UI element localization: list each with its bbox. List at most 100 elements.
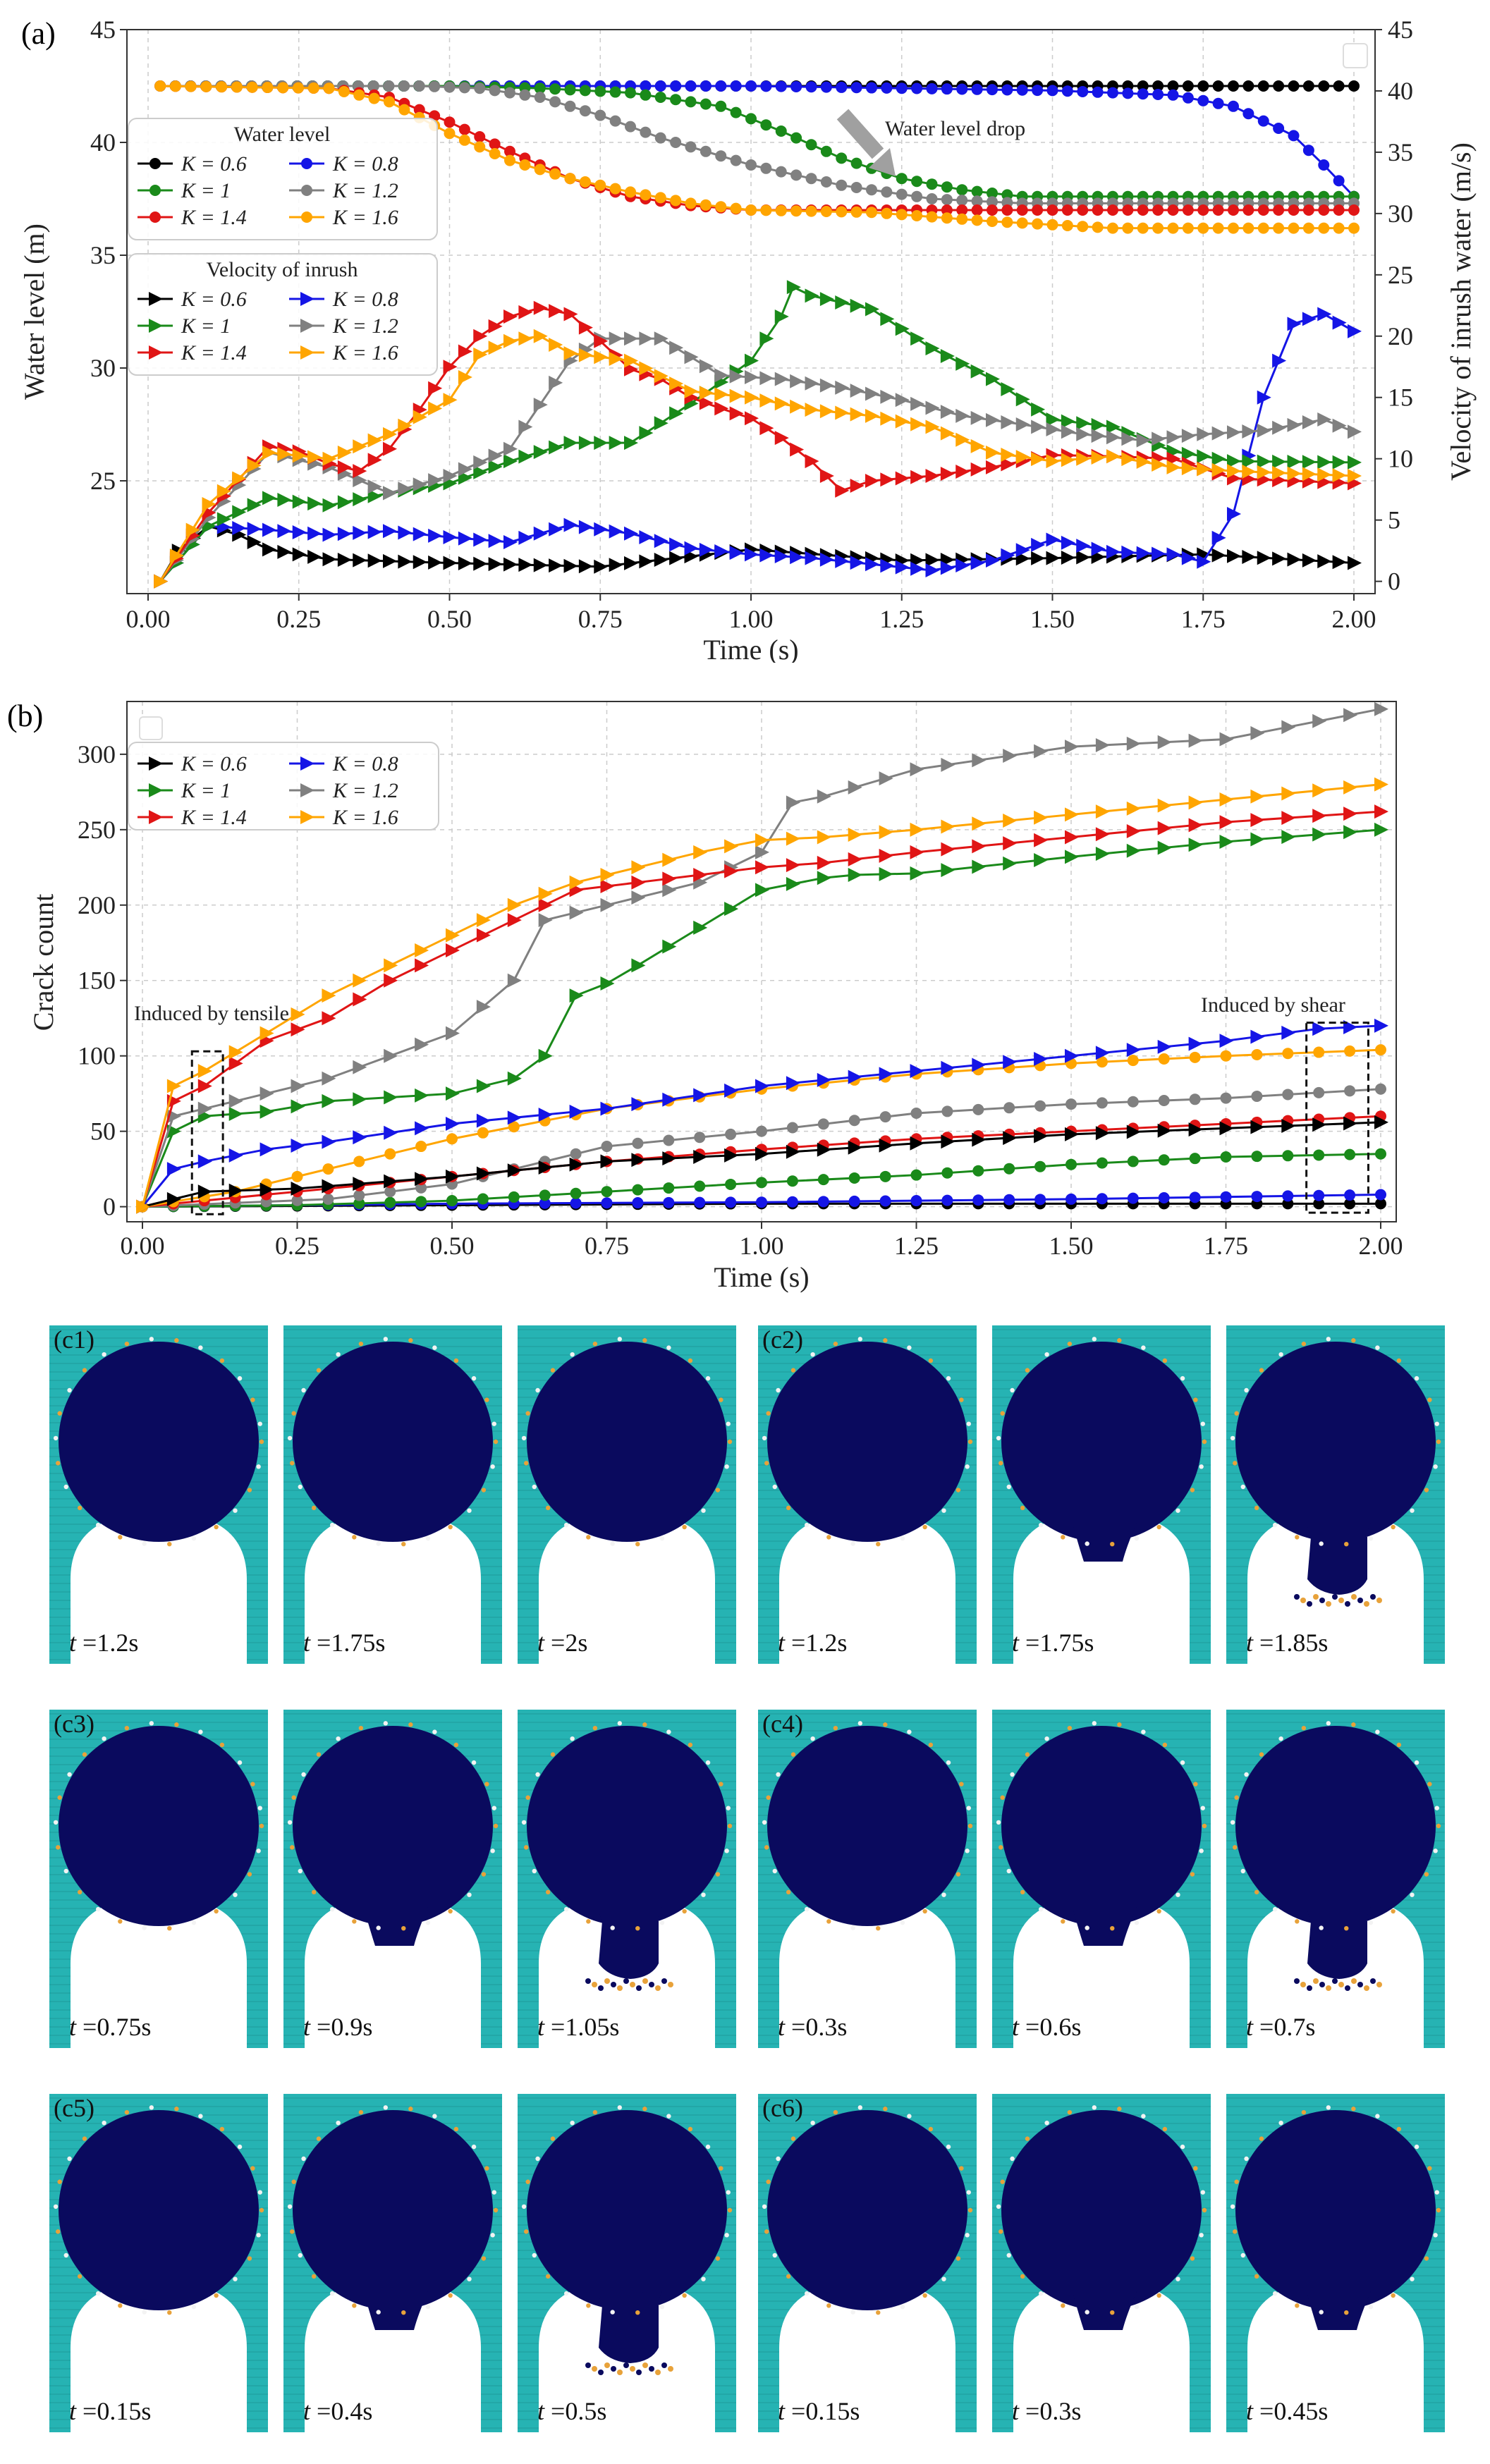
water-level-point-K0.8 [685,80,697,92]
velocity-point-K1.6 [458,370,472,385]
water-level-point-K0.8 [1242,108,1254,120]
velocity-legend-label: K = 0.8 [332,288,398,311]
tunnel-opening [1013,2281,1190,2432]
crack-mark [301,1387,306,1393]
water-level-point-K1.6 [1228,222,1239,234]
tension-point-K1.2 [910,762,924,777]
crack-mark [1190,1872,1195,1877]
velocity-point-K0.6 [1227,548,1241,563]
crack-mark [1344,1542,1349,1547]
crack-mark [57,1795,62,1800]
shear-point-K0.8 [632,1197,644,1209]
tension-point-K0.8 [879,1067,893,1081]
y2-tick-a: 45 [1388,16,1413,44]
water-level-point-K0.8 [1001,84,1013,96]
tension-point-K1.4 [1250,813,1265,828]
crack-mark [563,1906,569,1912]
crack-mark [1010,1772,1015,1777]
velocity-point-K1.6 [247,458,262,473]
water-level-point-K1.6 [368,92,380,104]
crack-mark [592,2109,598,2115]
tunnel-opening [305,1896,481,2048]
crack-mark [1424,1488,1429,1493]
water-level-point-K1.2 [685,141,697,153]
water-level-point-K1.6 [700,199,712,211]
velocity-point-K1 [533,445,548,460]
velocity-point-K1 [353,492,367,507]
tension-point-K1 [755,883,769,897]
water-level-point-K1.2 [549,96,561,108]
crack-mark [659,1536,665,1541]
water-level-point-K1.6 [1242,222,1254,234]
tension-point-K1.2 [1250,725,1265,740]
tension-point-K0.8 [446,1116,460,1131]
tension-point-K1.2 [879,771,893,786]
velocity-point-K1.6 [398,418,413,433]
velocity-point-K1.4 [549,304,563,319]
velocity-point-K1.6 [202,497,216,512]
tension-point-K1.4 [600,879,615,894]
crack-mark [1232,2229,1238,2234]
crack-mark [876,2310,881,2315]
crack-mark [724,1464,729,1469]
legend-label-b: K = 1.2 [332,779,398,802]
crack-mark [1272,2291,1278,2296]
crack-mark [174,2107,179,2111]
velocity-point-K1.2 [473,455,488,470]
velocity-point-K1.6 [367,433,382,448]
water-level-point-K0.8 [1257,115,1269,127]
crack-mark [1234,2179,1239,2184]
shear-point-K1 [848,1172,860,1184]
shear-point-K0.8 [694,1196,706,1208]
crack-mark [715,1488,721,1493]
crack-mark [1259,1752,1264,1757]
shear-point-K1.2 [786,1122,798,1134]
crack-mark [1067,1341,1073,1347]
crack-mark [1427,2166,1432,2171]
water-level-point-K1.4 [1242,204,1254,216]
crack-mark [149,1721,154,1726]
velocity-point-K1 [1287,455,1302,470]
tension-point-K1 [786,876,800,891]
crack-mark [1319,1925,1324,1930]
crack-mark [490,1464,495,1469]
tension-point-K0.8 [322,1134,336,1149]
inrush-channel [365,2291,428,2330]
crack-mark [850,2310,855,2315]
velocity-point-K1.6 [684,384,699,399]
y2-tick-a: 25 [1388,261,1413,289]
crack-mark [719,1782,723,1786]
tension-point-K1 [600,976,615,991]
water-level-point-K1.6 [458,134,470,146]
water-level-point-K1.4 [489,138,501,150]
shear-point-K0.6 [1313,1198,1325,1210]
velocity-point-K1.6 [1211,462,1226,477]
tension-point-K1.2 [322,1071,336,1086]
tension-point-K0.6 [600,1154,615,1169]
velocity-point-K1.4 [533,300,548,315]
x-tick-a: 2.00 [1332,605,1376,633]
crack-mark [762,2204,767,2209]
crack-mark [1301,2109,1307,2115]
velocity-point-K0.6 [503,557,518,572]
annotation-shear: Induced by shear [1201,993,1345,1017]
crack-mark [1230,2204,1235,2209]
water-cavity [767,1342,967,1542]
tension-point-K1.6 [755,833,769,847]
crack-mark [376,2310,381,2315]
shear-point-K1 [694,1180,706,1192]
velocity-point-K0.8 [1152,546,1166,561]
water-level-point-K1.6 [715,201,727,213]
shear-point-K1.2 [1344,1085,1356,1097]
water-level-point-K1.2 [775,166,787,178]
velocity-point-K0.8 [759,548,774,563]
velocity-point-K1.2 [790,374,805,388]
crack-mark [790,1368,796,1373]
crack-mark [967,1439,973,1445]
tension-point-K0.6 [1034,1129,1049,1144]
velocity-point-K1.6 [895,414,910,429]
tension-point-K0.6 [786,1144,800,1159]
tension-point-K1 [972,859,987,874]
crack-mark [701,2276,706,2281]
water-level-point-K1.4 [1167,204,1179,216]
